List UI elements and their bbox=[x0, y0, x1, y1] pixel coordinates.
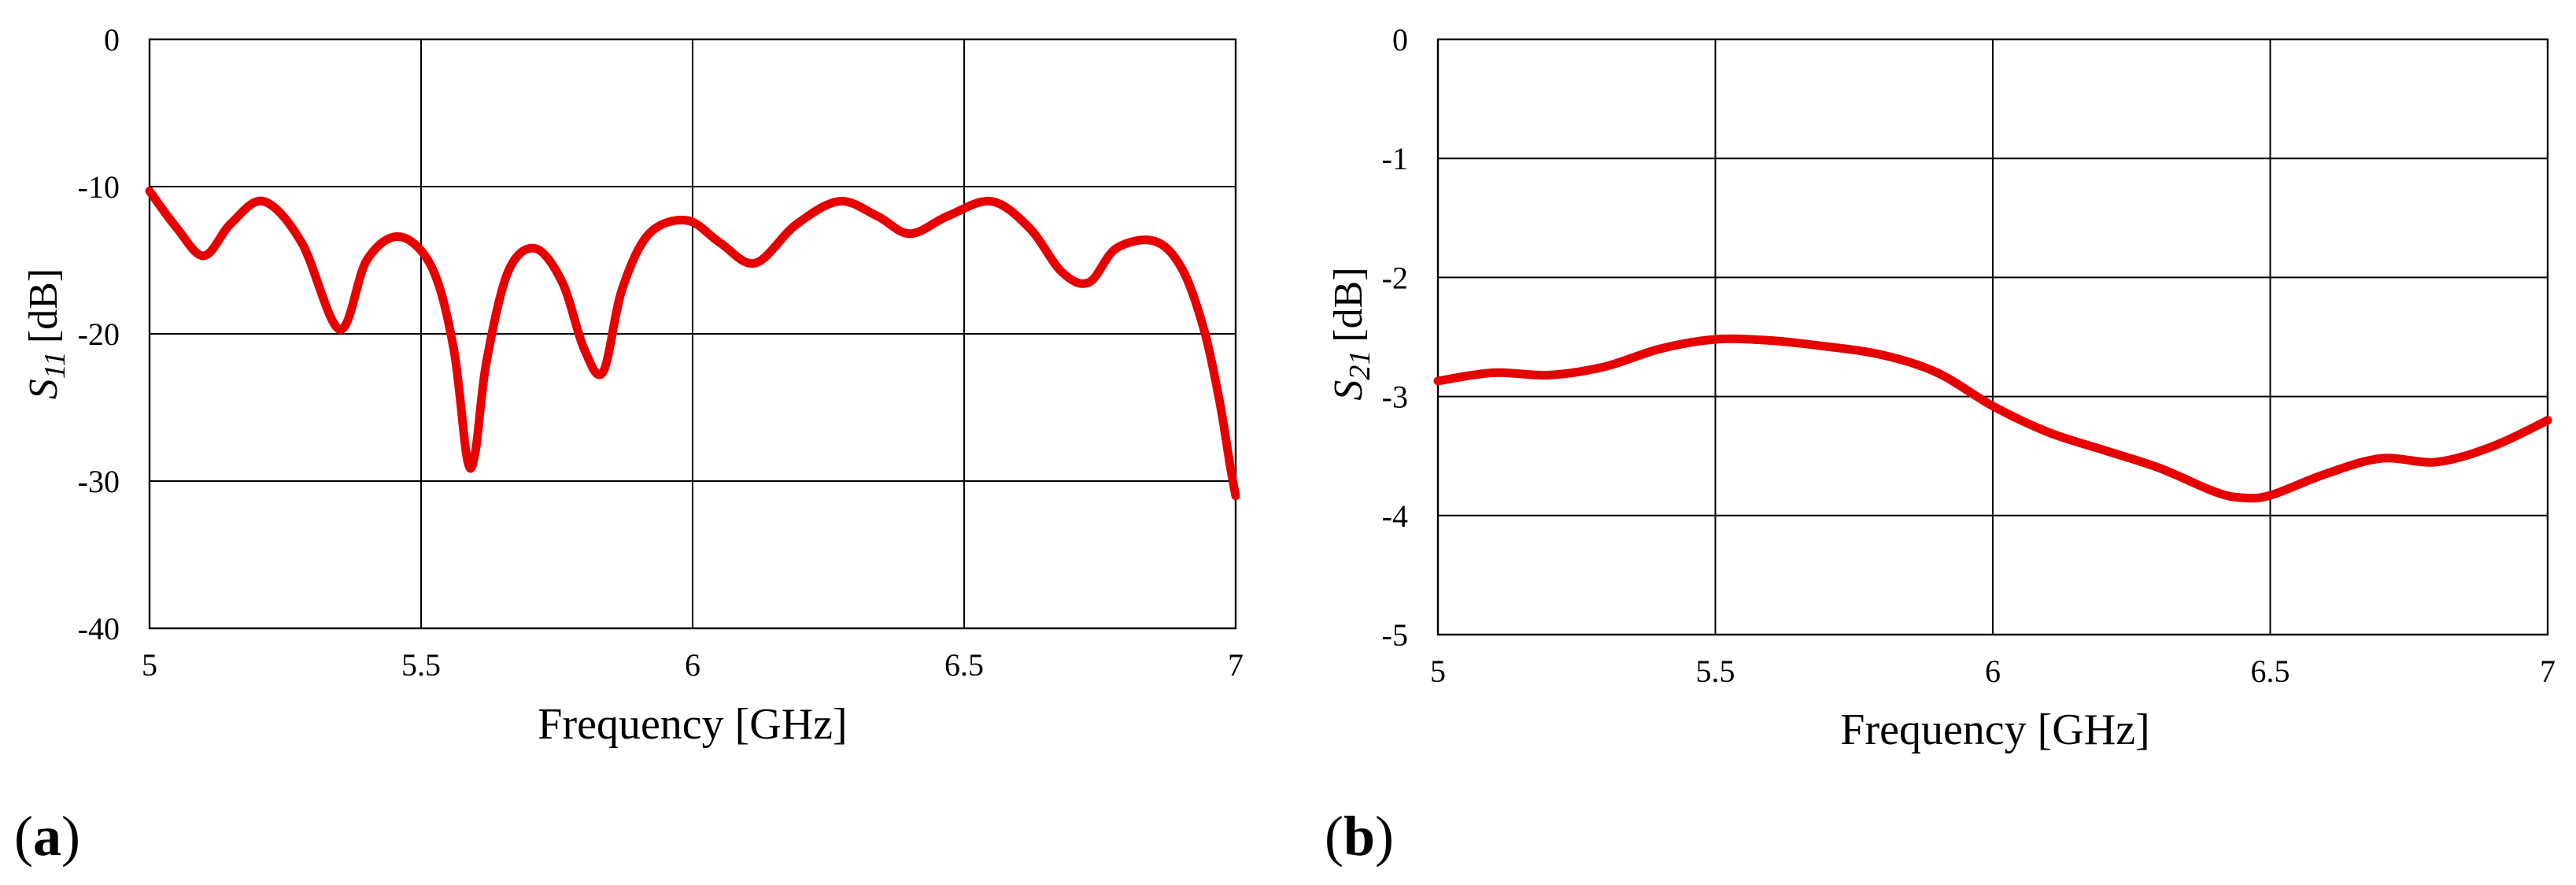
panel-b-label: (b) bbox=[1325, 805, 1394, 868]
panel-b-x-axis-label: Frequency [GHz] bbox=[1840, 705, 2149, 754]
panel-a-y-tick-label: -10 bbox=[78, 169, 120, 205]
panel-a-x-tick-label: 6 bbox=[685, 647, 700, 683]
panel-a-s11-chart: 5 5.5 6 6.5 7 0-10-20-30-40 Frequency [GHz] … bbox=[14, 22, 1244, 868]
panel-a-y-axis-subscript: 11 bbox=[39, 351, 72, 379]
panel-a-y-tick-label: 0 bbox=[104, 22, 120, 57]
panel-b-letter: b bbox=[1343, 805, 1375, 868]
panel-a-x-axis-label: Frequency [GHz] bbox=[538, 700, 847, 749]
panel-b-plot-frame bbox=[1436, 38, 2549, 636]
panel-a-x-tick-label: 5.5 bbox=[401, 647, 441, 683]
panel-a-x-tick-label: 7 bbox=[1228, 647, 1244, 683]
panel-b-y-axis-symbol: S bbox=[1326, 380, 1371, 401]
panel-b-s21-chart: 5 5.5 6 6.5 7 0 -1 -2 -3 -4 -5 Frequency [GHz] S2… bbox=[1325, 22, 2556, 868]
panel-a-gridlines bbox=[150, 39, 1236, 628]
panel-a-label: (a) bbox=[14, 805, 80, 868]
panel-b-y-tick-label: -5 bbox=[1382, 617, 1408, 653]
panel-a-x-tick-label: 6.5 bbox=[944, 647, 984, 683]
panel-b-x-tick-label: 5 bbox=[1430, 654, 1446, 689]
panel-a-s11-curve bbox=[145, 187, 1240, 501]
panel-b-y-axis-label: S21 [dB] bbox=[1326, 267, 1377, 400]
panel-a-y-tick-label: -40 bbox=[78, 611, 120, 646]
panel-b-y-axis-subscript: 21 bbox=[1343, 350, 1377, 380]
panel-a-y-tick-label: -20 bbox=[78, 317, 120, 352]
panel-a-letter: a bbox=[33, 805, 61, 868]
panel-b-y-tick-label: -3 bbox=[1382, 380, 1408, 415]
panel-a-y-tick-labels: 0 -10 -20 -30 -40 bbox=[78, 22, 120, 646]
panel-b-s21-curve bbox=[1433, 334, 2552, 503]
panel-b-x-tick-label: 5.5 bbox=[1696, 654, 1735, 689]
panel-b-gridlines bbox=[1438, 39, 2548, 635]
panel-a-y-axis-unit: [dB] bbox=[21, 268, 66, 343]
panel-b-x-tick-label: 7 bbox=[2540, 654, 2556, 689]
panel-a-x-tick-labels: 5 5.5 6 6.5 7 bbox=[142, 647, 1244, 683]
panel-b-y-tick-label: 0 bbox=[1392, 22, 1408, 57]
panel-b-y-tick-label: -1 bbox=[1382, 141, 1408, 176]
panel-b-y-tick-labels: 0 -1 -2 -3 -4 -5 bbox=[1382, 22, 1408, 653]
panel-b-y-axis-unit: [dB] bbox=[1326, 267, 1371, 342]
panel-a-plot-frame bbox=[148, 38, 1237, 630]
panel-a-x-tick-label: 5 bbox=[142, 647, 157, 683]
panel-a-y-axis-label: S11 [dB] bbox=[21, 268, 72, 400]
panel-a-y-tick-label: -30 bbox=[78, 464, 120, 499]
panel-b-x-tick-label: 6 bbox=[1985, 654, 2001, 689]
panel-b-x-tick-label: 6.5 bbox=[2251, 654, 2290, 689]
panel-b-y-tick-label: -4 bbox=[1382, 498, 1408, 534]
panel-a-y-axis-symbol: S bbox=[21, 379, 66, 399]
panel-b-y-tick-label: -2 bbox=[1382, 260, 1408, 295]
panel-b-x-tick-labels: 5 5.5 6 6.5 7 bbox=[1430, 654, 2556, 689]
